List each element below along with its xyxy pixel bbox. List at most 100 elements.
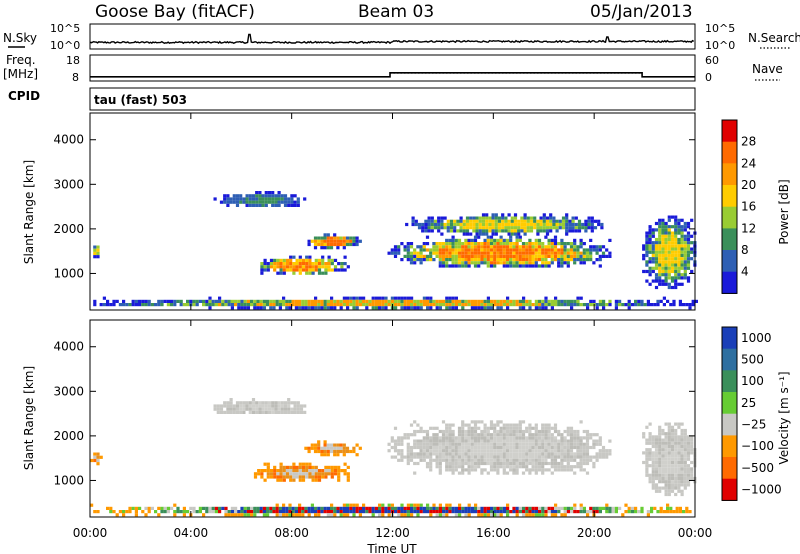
data-cell (651, 253, 655, 258)
data-cell (454, 264, 458, 268)
data-cell (453, 226, 457, 230)
data-cell (598, 248, 602, 252)
data-cell (474, 303, 478, 307)
data-cell (330, 303, 334, 307)
data-cell (330, 258, 334, 262)
data-cell (483, 299, 487, 303)
data-cell (517, 222, 521, 227)
data-cell (590, 229, 594, 233)
data-cell (454, 506, 458, 510)
data-cell (232, 194, 236, 198)
data-cell (262, 510, 266, 514)
data-cell (568, 229, 572, 233)
data-cell (324, 465, 328, 469)
data-cell (413, 442, 417, 446)
data-cell (560, 465, 564, 469)
data-cell (393, 254, 398, 258)
data-cell (473, 426, 478, 430)
data-cell (491, 219, 495, 223)
data-cell (557, 242, 561, 246)
data-cell (662, 510, 666, 514)
data-cell (298, 255, 302, 259)
data-cell (658, 464, 662, 468)
data-cell (400, 458, 404, 462)
data-cell (464, 429, 468, 434)
data-cell (584, 229, 588, 233)
data-cell (330, 296, 334, 300)
data-cell (410, 306, 414, 310)
data-cell (664, 460, 668, 465)
data-cell (269, 472, 274, 476)
data-cell (558, 226, 562, 230)
data-cell (422, 510, 426, 514)
data-cell (509, 455, 513, 459)
data-cell (683, 483, 687, 487)
data-cell (435, 251, 439, 255)
data-cell (464, 449, 468, 453)
data-cell (683, 260, 687, 264)
data-cell (230, 513, 234, 517)
data-cell (534, 452, 538, 456)
data-cell (352, 299, 356, 303)
data-cell (403, 506, 407, 510)
data-cell (528, 306, 532, 310)
data-cell (422, 436, 426, 440)
data-cell (266, 262, 270, 266)
data-cell (282, 465, 286, 469)
data-cell (346, 513, 350, 517)
data-cell (323, 449, 327, 454)
data-cell (509, 458, 513, 462)
data-cell (680, 241, 684, 245)
data-cell (651, 467, 655, 471)
data-cell (464, 468, 468, 472)
data-cell (686, 263, 691, 267)
data-cell (445, 251, 449, 255)
data-cell (413, 248, 417, 252)
data-cell (451, 452, 455, 456)
data-cell (654, 260, 659, 264)
data-cell (394, 506, 398, 510)
data-cell (342, 510, 346, 514)
data-cell (289, 265, 293, 269)
data-cell (235, 404, 240, 408)
data-cell (378, 506, 382, 510)
data-cell (584, 222, 588, 227)
data-cell (371, 296, 375, 300)
colorbar-tick-label: 28 (741, 135, 756, 149)
data-cell (654, 467, 659, 471)
data-cell (282, 506, 286, 510)
data-cell (99, 303, 103, 307)
data-cell (582, 468, 586, 472)
data-cell (690, 218, 694, 222)
data-cell (518, 420, 522, 424)
data-cell (686, 444, 691, 449)
data-cell (651, 266, 655, 270)
data-cell (640, 303, 644, 307)
data-cell (680, 470, 684, 474)
data-cell (287, 404, 291, 408)
data-cell (304, 303, 308, 307)
data-cell (464, 238, 468, 242)
data-cell (93, 251, 97, 256)
data-cell (592, 261, 596, 265)
data-cell (608, 449, 612, 453)
data-cell (547, 238, 551, 242)
data-cell (518, 254, 522, 258)
data-cell (560, 439, 564, 443)
data-cell (170, 303, 174, 307)
data-cell (282, 510, 286, 514)
data-cell (550, 254, 554, 258)
data-cell (557, 433, 561, 437)
data-cell (670, 460, 675, 465)
data-cell (381, 299, 385, 303)
data-cell (472, 216, 476, 220)
data-cell (569, 426, 574, 430)
data-cell (438, 251, 442, 255)
data-cell (310, 443, 314, 447)
data-cell (547, 251, 551, 255)
data-cell (406, 245, 410, 249)
data-cell (557, 445, 561, 450)
data-cell (680, 467, 684, 471)
data-cell (467, 242, 471, 246)
data-cell (661, 237, 665, 242)
